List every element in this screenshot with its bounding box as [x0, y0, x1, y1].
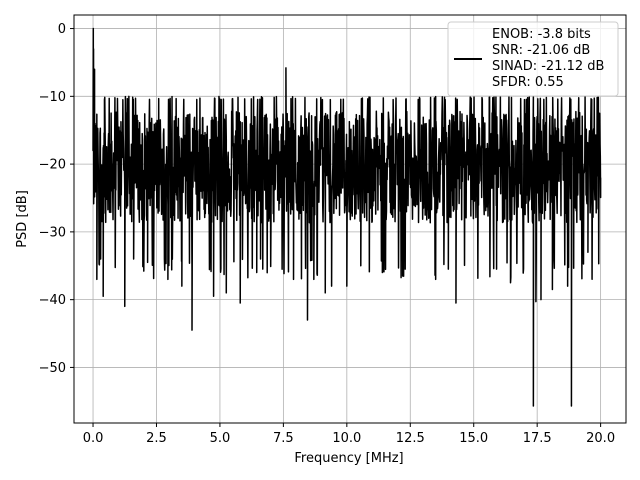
- x-tick-label: 17.5: [523, 431, 552, 446]
- x-tick-label: 2.5: [146, 431, 167, 446]
- y-tick-label: −40: [39, 293, 66, 308]
- legend-entry: ENOB: -3.8 bits SNR: -21.06 dB SINAD: -21.…: [492, 27, 604, 90]
- psd-series-line: [92, 27, 602, 407]
- x-tick-label: 12.5: [396, 431, 425, 446]
- legend-line: SINAD: -21.12 dB: [492, 59, 604, 74]
- x-tick-label: 0.0: [83, 431, 104, 446]
- x-tick-label: 7.5: [273, 431, 294, 446]
- y-tick-label: 0: [58, 22, 66, 37]
- x-tick-label: 20.0: [586, 431, 615, 446]
- y-tick-label: −20: [39, 158, 66, 173]
- y-axis: 0 −10 −20 −30 −40 −50: [39, 22, 74, 376]
- legend-line: SNR: -21.06 dB: [492, 43, 590, 58]
- y-tick-label: −30: [39, 225, 66, 240]
- legend: ENOB: -3.8 bits SNR: -21.06 dB SINAD: -21.…: [447, 21, 619, 97]
- legend-line: SFDR: 0.55: [492, 75, 564, 90]
- y-tick-label: −10: [39, 90, 66, 105]
- y-tick-label: −50: [39, 361, 66, 376]
- x-axis: 0.0 2.5 5.0 7.5 10.0 12.5 15.0 17.5 20.0: [83, 423, 615, 446]
- x-tick-label: 5.0: [210, 431, 231, 446]
- x-tick-label: 10.0: [332, 431, 361, 446]
- legend-box: [447, 21, 619, 97]
- axes-frame: [73, 14, 627, 424]
- x-tick-label: 15.0: [459, 431, 488, 446]
- y-axis-label: PSD [dB]: [15, 190, 30, 248]
- legend-line: ENOB: -3.8 bits: [492, 27, 591, 42]
- series-layer: [92, 27, 602, 407]
- x-axis-label: Frequency [MHz]: [294, 451, 403, 466]
